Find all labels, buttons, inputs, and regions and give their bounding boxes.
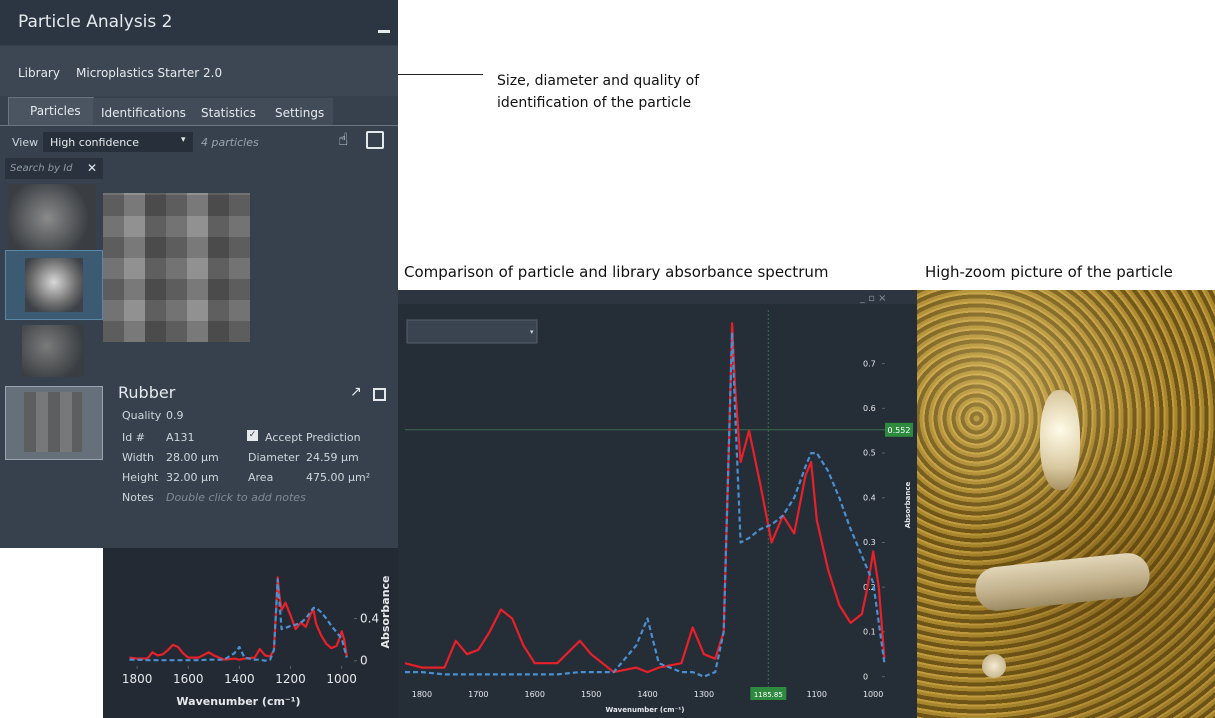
photo-particle	[1040, 390, 1080, 490]
spectrum-line	[405, 331, 886, 678]
annotation: High-zoom picture of the particle	[925, 263, 1173, 281]
x-tick-label: 1600	[525, 690, 545, 699]
y-tick-label: 0.6	[863, 404, 876, 413]
y-tick-label: 0.2	[863, 583, 876, 592]
hand-icon[interactable]: ☝	[338, 130, 349, 150]
notes-label: Notes	[122, 491, 154, 504]
quality-label: Quality	[122, 409, 162, 422]
spectrum-line	[129, 578, 348, 662]
x-tick-label: 1100	[807, 690, 827, 699]
photo-speck	[982, 654, 1006, 678]
dropdown-arrow[interactable]: ▾	[181, 135, 186, 145]
x-tick-label: 1200	[275, 672, 306, 686]
particle-count: 4 particles	[201, 136, 259, 149]
annotation: Comparison of particle and library absor…	[404, 263, 829, 281]
cursor-label-bg	[885, 422, 913, 437]
save-icon[interactable]	[366, 131, 384, 149]
particle-name: Rubber	[118, 383, 176, 402]
y-axis-label: Absorbance	[379, 575, 392, 648]
diameter-value: 24.59 µm	[306, 451, 359, 464]
minimize-button[interactable]	[378, 30, 390, 33]
view-label: View	[12, 136, 39, 149]
tab-strip	[93, 98, 333, 125]
particle-thumbnail[interactable]	[22, 325, 84, 377]
large-chart-bg	[398, 290, 917, 718]
dropdown-arrow[interactable]: ▾	[530, 328, 534, 336]
panel-title: Particle Analysis 2	[18, 12, 173, 32]
window-bar	[398, 290, 917, 304]
tab[interactable]: Settings	[275, 106, 325, 120]
accept-checkbox[interactable]: ✓	[247, 430, 258, 441]
id-label: Id #	[122, 431, 145, 444]
library-row	[0, 46, 398, 96]
x-tick-label: 1000	[863, 690, 883, 699]
window-controls[interactable]: _ ▫ ×	[859, 293, 887, 304]
x-tick-label: 1800	[122, 672, 153, 686]
x-tick-label: 1500	[581, 690, 601, 699]
title-bar	[0, 0, 398, 45]
particle-thumbnail[interactable]	[8, 184, 96, 252]
y-axis-label: Absorbance	[904, 482, 912, 529]
area-label: Area	[248, 471, 274, 484]
y-tick-label: 0.4	[360, 612, 379, 626]
particle-preview	[103, 193, 250, 342]
cursor-label: 1185.85	[754, 691, 783, 699]
particle-thumbnail[interactable]	[25, 258, 83, 312]
search-placeholder[interactable]: Search by Id	[10, 163, 73, 174]
small-chart-bg	[103, 548, 398, 718]
search-box[interactable]	[5, 158, 103, 179]
view-value[interactable]: High confidence	[50, 136, 139, 149]
spectrum-line	[129, 576, 348, 661]
x-tick-label: 1700	[468, 690, 488, 699]
y-tick-label: 0.7	[863, 359, 876, 368]
width-label: Width	[122, 451, 154, 464]
library-name: Microplastics Starter 2.0	[76, 66, 223, 80]
tab[interactable]: Statistics	[201, 106, 256, 120]
x-axis-label: Wavenumber (cm⁻¹)	[605, 706, 684, 714]
x-tick-label: 1000	[326, 672, 357, 686]
diameter-label: Diameter	[248, 451, 300, 464]
x-tick-label: 1800	[412, 690, 432, 699]
y-tick-label: 0	[863, 672, 868, 681]
x-tick-label: 1300	[694, 690, 714, 699]
height-label: Height	[122, 471, 159, 484]
x-axis-label: Wavenumber (cm⁻¹)	[176, 695, 300, 708]
quality-value: 0.9	[166, 409, 184, 422]
spectrum-line	[404, 322, 886, 674]
x-tick-label: 1400	[637, 690, 657, 699]
id-value: A131	[166, 431, 195, 444]
x-tick-label: 1400	[224, 672, 255, 686]
spectrum-dropdown[interactable]	[406, 319, 538, 344]
tab-active[interactable]	[8, 97, 94, 126]
y-tick-label: 0	[360, 654, 368, 668]
tab-line	[0, 125, 398, 126]
notes-placeholder[interactable]: Double click to add notes	[166, 491, 306, 504]
y-tick-label: 0.1	[863, 628, 876, 637]
tab[interactable]: Particles	[30, 104, 81, 118]
y-tick-label: 0.4	[863, 493, 876, 502]
particle-thumbnail[interactable]	[24, 392, 82, 452]
view-dropdown[interactable]	[43, 132, 193, 152]
clear-search[interactable]: ✕	[87, 161, 98, 175]
annotation: Size, diameter and quality of identifica…	[497, 73, 700, 111]
library-label: Library	[18, 66, 60, 80]
x-tick-label: 1600	[173, 672, 204, 686]
accept-label[interactable]: Accept Prediction	[265, 431, 361, 444]
cursor-label: 0.552	[888, 426, 911, 435]
tab[interactable]: Identifications	[101, 106, 186, 120]
open-icon[interactable]: ↗	[350, 384, 362, 400]
y-tick-label: 0.3	[863, 538, 876, 547]
popout-icon[interactable]	[373, 388, 386, 401]
width-value: 28.00 µm	[166, 451, 219, 464]
particle-photo	[917, 290, 1215, 718]
area-value: 475.00 µm²	[306, 471, 371, 484]
cursor-label-bg	[750, 687, 787, 700]
annotation-line	[398, 74, 483, 75]
y-tick-label: 0.5	[863, 449, 876, 458]
height-value: 32.00 µm	[166, 471, 219, 484]
